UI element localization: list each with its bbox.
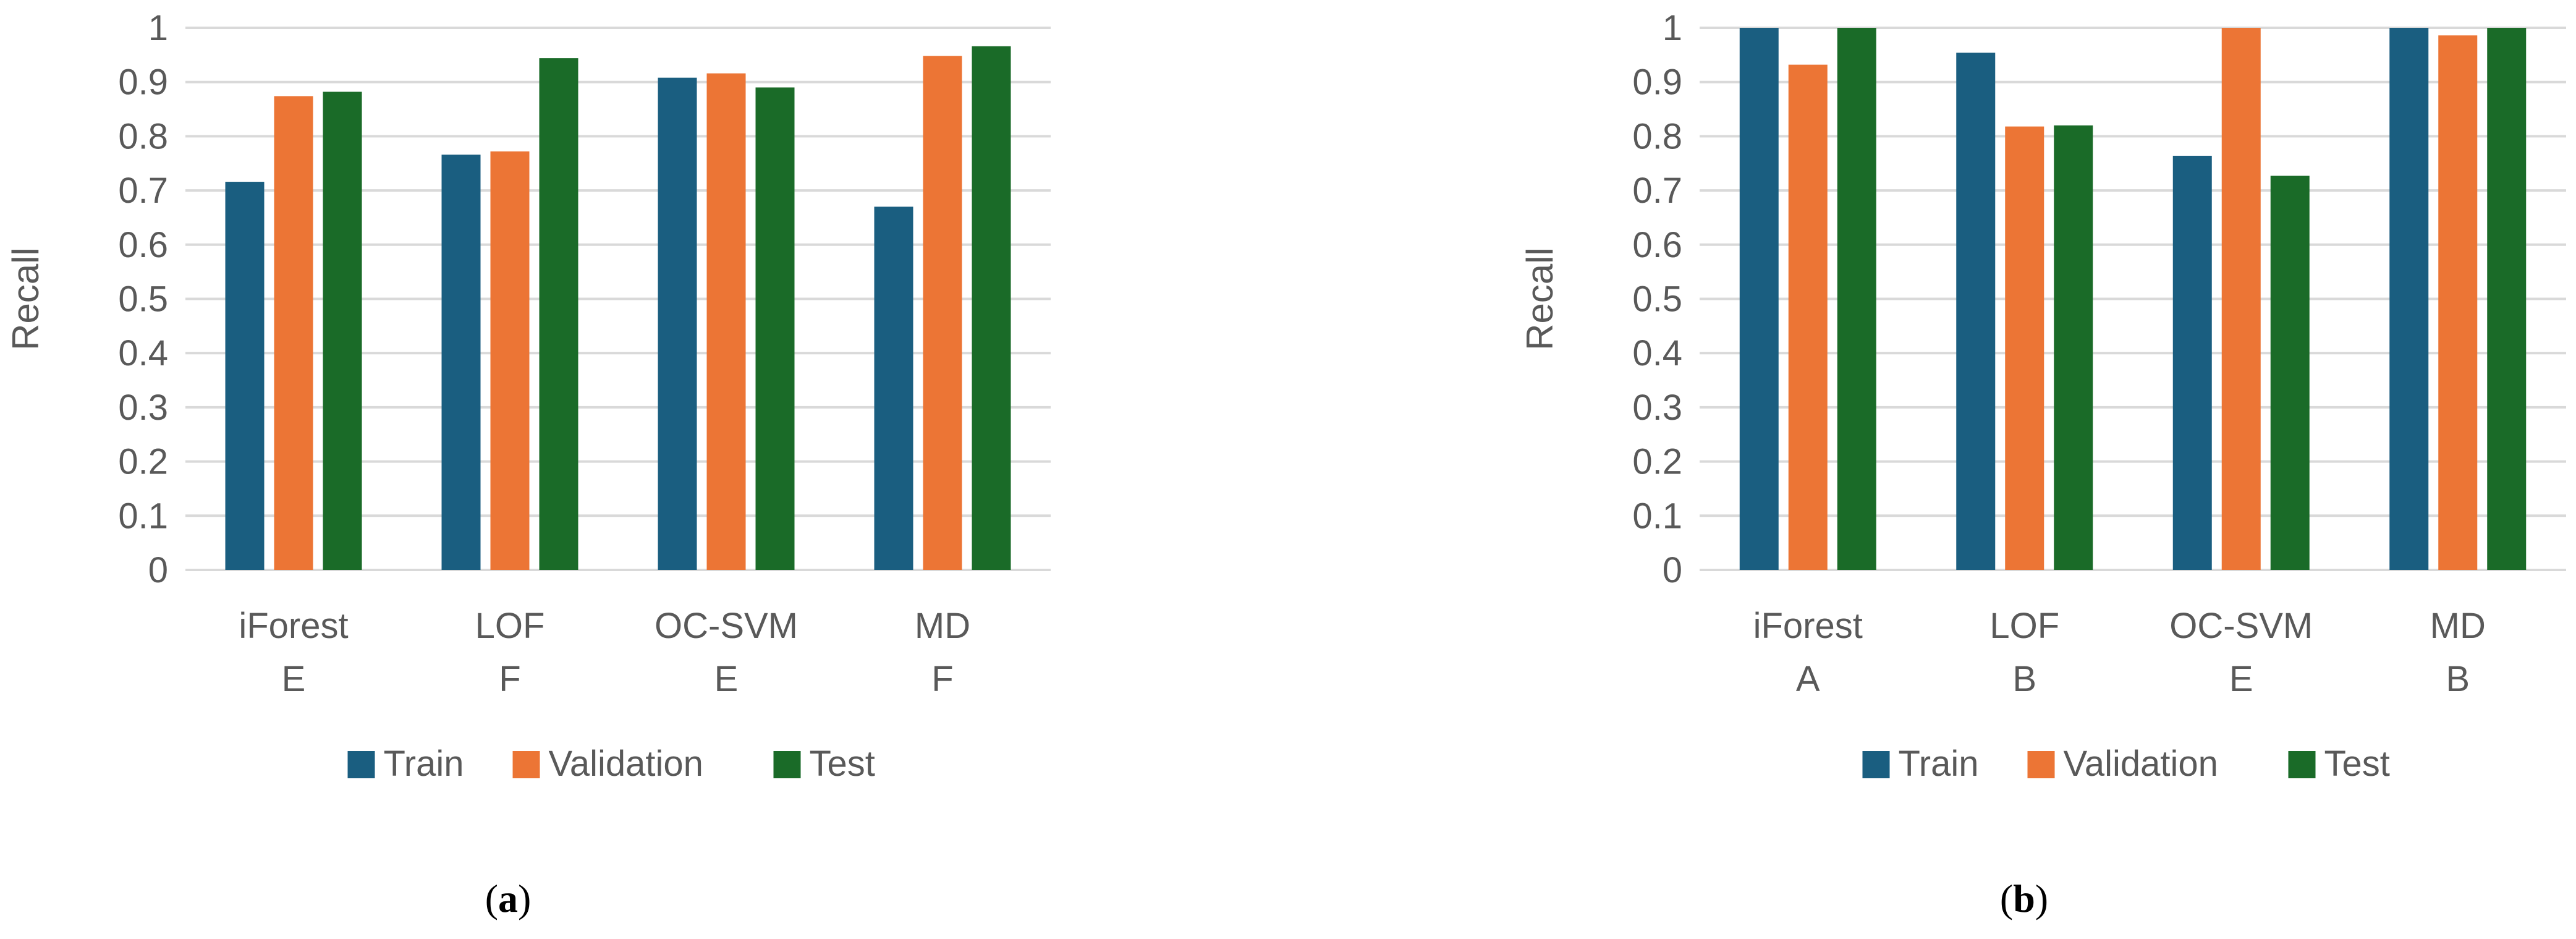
x-category-label: LOF — [475, 606, 545, 646]
y-tick-label: 0.5 — [1632, 279, 1682, 320]
y-axis-label: Recall — [1519, 247, 1561, 351]
bar-train-oc-svm — [2172, 155, 2212, 571]
legend-swatch-test — [2288, 751, 2316, 778]
y-tick-label: 0 — [148, 550, 168, 590]
x-category-sublabel: A — [1796, 659, 1820, 699]
legend-swatch-validation — [512, 751, 540, 778]
legend-label-test: Test — [810, 744, 875, 784]
y-tick-label: 0.3 — [1632, 388, 1682, 428]
panel-caption: (b) — [2000, 877, 2048, 920]
legend-swatch-train — [347, 751, 375, 778]
bar-test-md — [2487, 28, 2527, 570]
x-category-label: MD — [915, 606, 970, 646]
legend-label-train: Train — [384, 744, 464, 784]
legend: Train Validation Test — [1862, 744, 2390, 784]
bar-test-oc-svm — [755, 87, 795, 571]
bar-test-iforest — [323, 91, 362, 571]
y-tick-label: 0 — [1663, 550, 1682, 590]
y-tick-label: 0.2 — [1632, 442, 1682, 482]
bar-test-md — [972, 46, 1011, 571]
legend-swatch-validation — [2027, 751, 2055, 778]
x-category-sublabel: E — [282, 659, 306, 699]
bar-train-lof — [1956, 53, 1996, 571]
x-category-sublabel: E — [2229, 659, 2253, 699]
y-tick-label: 0.1 — [1632, 496, 1682, 536]
y-tick-label: 0.9 — [118, 62, 168, 103]
bar-train-iforest — [1739, 28, 1779, 570]
bar-test-iforest — [1837, 28, 1876, 570]
y-tick-label: 0.4 — [118, 333, 168, 373]
chart-panel-b: 0 0.1 0.2 0.3 0.4 0.5 0.6 0.7 0.8 0.9 1 Recall iFore… — [1519, 8, 2566, 920]
bar-train-iforest — [225, 182, 265, 570]
bar-validation-md — [923, 56, 962, 570]
x-category-label: OC-SVM — [655, 606, 798, 646]
legend: Train Validation Test — [347, 744, 875, 784]
bar-test-lof — [2054, 125, 2093, 571]
bar-train-md — [2389, 28, 2429, 570]
bar-validation-iforest — [1788, 64, 1828, 571]
y-tick-label: 0.5 — [118, 279, 168, 320]
chart-panel-a: 0 0.1 0.2 0.3 0.4 0.5 0.6 0.7 0.8 0.9 1 Recall iFore… — [5, 8, 1051, 920]
x-category-sublabel: F — [499, 659, 520, 699]
legend-label-train: Train — [1899, 744, 1979, 784]
bar-train-md — [874, 206, 913, 570]
y-tick-label: 0.7 — [118, 171, 168, 211]
panel-caption-letter: a — [498, 877, 518, 920]
bar-validation-lof — [2005, 126, 2044, 570]
legend-label-validation: Validation — [2064, 744, 2218, 784]
bar-test-oc-svm — [2270, 176, 2310, 570]
y-tick-label: 1 — [148, 8, 168, 48]
bar-train-oc-svm — [658, 77, 697, 570]
legend-label-validation: Validation — [549, 744, 703, 784]
y-tick-label: 0.8 — [118, 116, 168, 156]
x-category-sublabel: F — [931, 659, 953, 699]
bar-validation-lof — [490, 151, 530, 570]
bar-validation-oc-svm — [706, 73, 746, 571]
x-category-label: iForest — [1753, 606, 1863, 646]
y-tick-label: 0.6 — [118, 225, 168, 265]
legend-swatch-test — [773, 751, 801, 778]
y-tick-label: 0.1 — [118, 496, 168, 536]
y-tick-label: 0.6 — [1632, 225, 1682, 265]
legend-swatch-train — [1862, 751, 1890, 778]
x-category-label: OC-SVM — [2169, 606, 2313, 646]
x-category-sublabel: E — [714, 659, 739, 699]
bar-validation-iforest — [274, 96, 313, 570]
y-tick-label: 0.2 — [118, 442, 168, 482]
x-category-sublabel: B — [2012, 659, 2036, 699]
y-tick-label: 0.3 — [118, 388, 168, 428]
x-category-label: MD — [2430, 606, 2486, 646]
x-category-label: iForest — [239, 606, 348, 646]
bar-test-lof — [539, 58, 578, 570]
bar-validation-md — [2438, 35, 2478, 570]
y-tick-label: 0.9 — [1632, 62, 1682, 103]
y-tick-label: 1 — [1663, 8, 1682, 48]
panel-caption-letter: b — [2013, 877, 2035, 920]
panel-caption: (a) — [485, 877, 532, 920]
x-category-label: LOF — [1989, 606, 2059, 646]
y-tick-label: 0.7 — [1632, 171, 1682, 211]
legend-label-test: Test — [2324, 744, 2390, 784]
y-tick-label: 0.8 — [1632, 116, 1682, 156]
y-tick-label: 0.4 — [1632, 333, 1682, 373]
y-axis-label: Recall — [5, 247, 46, 351]
x-category-sublabel: B — [2446, 659, 2470, 699]
bar-validation-oc-svm — [2221, 28, 2261, 570]
bar-train-lof — [441, 155, 481, 570]
